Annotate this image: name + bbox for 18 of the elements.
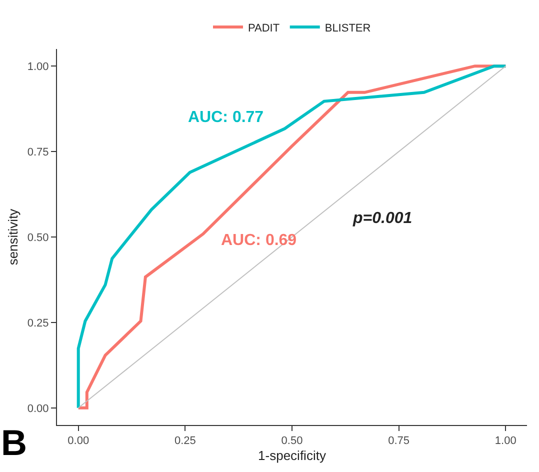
x-tick-label: 0.25 xyxy=(174,435,196,448)
x-axis-title: 1-specificity xyxy=(258,448,326,463)
x-tick-label: 1.00 xyxy=(494,435,516,448)
x-tick-label: 0.75 xyxy=(388,435,410,448)
y-tick-label: 0.25 xyxy=(27,317,49,330)
x-tick-label: 0.00 xyxy=(68,435,90,448)
legend-label: BLISTER xyxy=(324,22,371,34)
legend-label: PADIT xyxy=(248,22,280,34)
x-tick-label: 0.50 xyxy=(281,435,303,448)
annotation: AUC: 0.69 xyxy=(221,232,297,249)
text: B xyxy=(1,422,27,463)
y-axis-title: sensitivity xyxy=(5,208,20,266)
y-tick-label: 1.00 xyxy=(27,60,49,73)
y-tick-label: 0.00 xyxy=(27,402,49,415)
y-tick-label: 0.75 xyxy=(27,146,49,158)
annotation: AUC: 0.77 xyxy=(188,109,264,126)
y-tick-label: 0.50 xyxy=(27,232,49,244)
annotation: p=0.001 xyxy=(352,210,412,227)
